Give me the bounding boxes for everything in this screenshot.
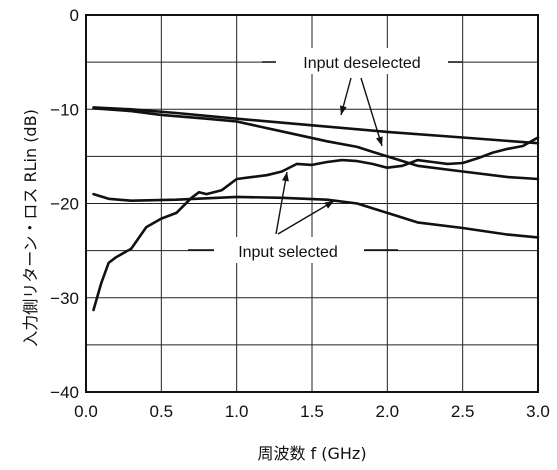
series-line-selected-3	[92, 136, 540, 312]
annotation-input-selected: Input selected	[238, 244, 338, 261]
annotation-leader-line	[360, 77, 383, 147]
y-tick-label: −30	[50, 289, 79, 308]
series-line-selected-4	[92, 192, 540, 239]
y-tick-label: −10	[50, 100, 79, 119]
annotation-leaders	[188, 61, 462, 251]
annotation-leader-line	[277, 200, 335, 235]
annotation-arrowhead	[324, 201, 334, 209]
annotations: Input deselected Input selected	[214, 48, 448, 263]
x-axis-title: 周波数 f (GHz)	[257, 444, 366, 463]
y-axis-title: 入力側リターン・ロス RLin (dB)	[21, 109, 40, 347]
x-tick-label: 0.0	[74, 402, 98, 421]
annotation-arrowhead	[281, 172, 289, 182]
annotation-arrowhead	[339, 105, 347, 115]
grid	[85, 14, 539, 393]
series-line-deselected-2	[92, 107, 540, 181]
y-tick-label: −20	[50, 195, 79, 214]
x-tick-label: 1.5	[300, 402, 324, 421]
series-group	[92, 106, 540, 312]
y-tick-label: 0	[70, 6, 79, 25]
annotation-arrowhead	[376, 136, 383, 146]
plot-frame	[85, 14, 539, 393]
annotation-input-deselected: Input deselected	[303, 55, 420, 72]
series-line-deselected-1	[92, 106, 540, 145]
tick-labels: 0.0 0.5 1.0 1.5 2.0 2.5 3.0 0 −10 −20 −30 −40	[50, 6, 550, 421]
annotation-deselected-bg	[276, 48, 448, 74]
x-tick-label: 3.0	[526, 402, 550, 421]
annotation-leader-line	[275, 171, 288, 235]
annotation-selected-bg	[214, 237, 364, 263]
x-tick-label: 0.5	[150, 402, 174, 421]
x-tick-label: 2.0	[376, 402, 400, 421]
x-tick-label: 1.0	[225, 402, 249, 421]
x-tick-label: 2.5	[451, 402, 475, 421]
y-tick-label: −40	[50, 383, 79, 402]
